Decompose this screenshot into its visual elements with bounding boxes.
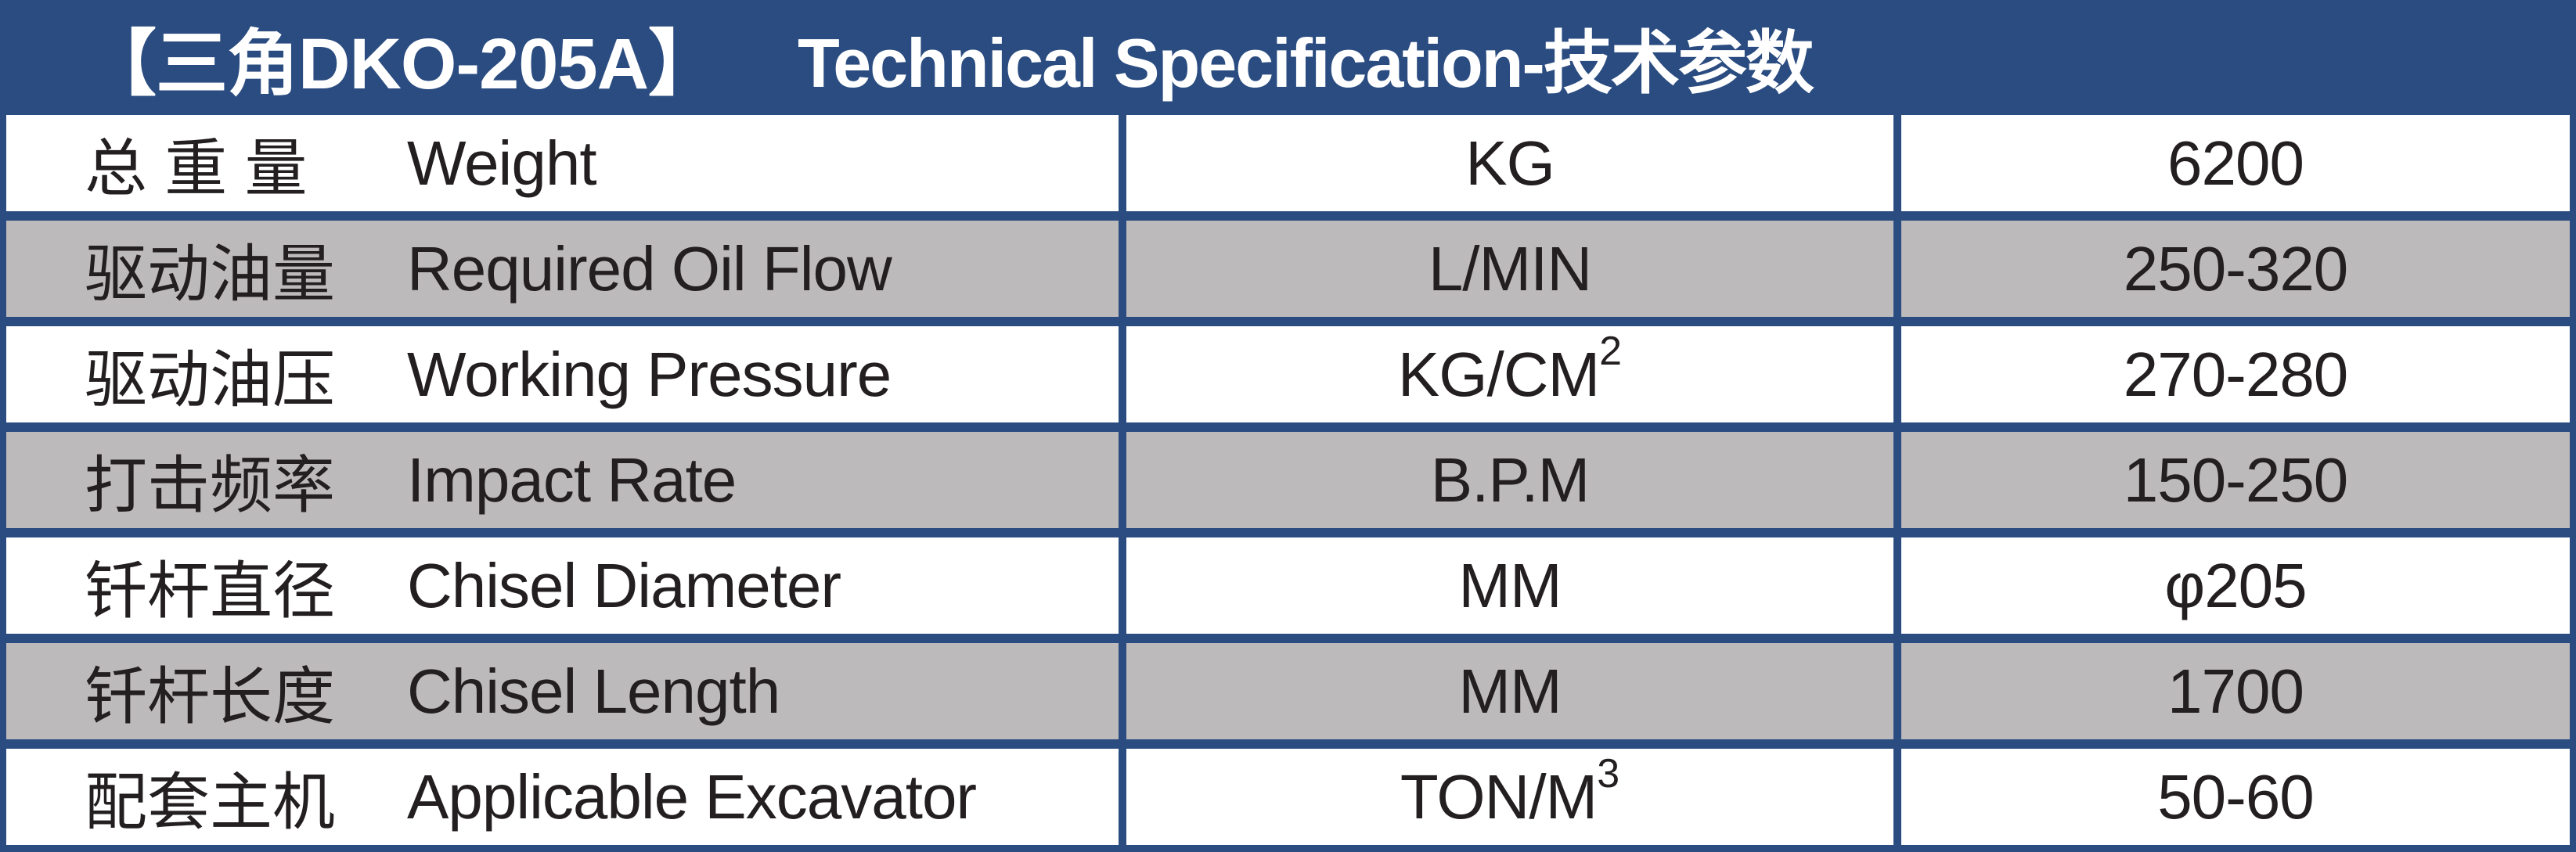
table-row: 总 重 量 Weight KG 6200 bbox=[6, 115, 2570, 211]
spec-name-cn: 钎杆直径 bbox=[85, 555, 335, 626]
spec-name-cell: 打击频率 Impact Rate bbox=[6, 432, 1119, 528]
table-row: 钎杆长度 Chisel Length MM 1700 bbox=[6, 643, 2570, 739]
spec-unit: TON/M bbox=[1400, 761, 1598, 832]
spec-name-cell: 驱动油量 Required Oil Flow bbox=[6, 221, 1119, 317]
spec-unit: MM bbox=[1458, 550, 1562, 620]
spec-name-cell: 总 重 量 Weight bbox=[6, 115, 1119, 211]
spec-name-en: Weight bbox=[407, 128, 597, 198]
page-title: Technical Specification-技术参数 bbox=[798, 24, 1814, 102]
spec-value-cell: 150-250 bbox=[1901, 432, 2570, 528]
spec-name-cn: 打击频率 bbox=[85, 450, 335, 520]
spec-value: 50-60 bbox=[2157, 761, 2315, 832]
spec-value-cell: 250-320 bbox=[1901, 221, 2570, 317]
table-row: 配套主机 Applicable Excavator TON/M 3 50-60 bbox=[6, 749, 2570, 845]
spec-name-en: Chisel Length bbox=[407, 656, 780, 726]
spec-name-cn: 总 重 量 bbox=[85, 133, 308, 203]
spec-name-en: Impact Rate bbox=[407, 444, 737, 515]
spec-name-cn: 驱动油压 bbox=[85, 344, 335, 415]
spec-value: 150-250 bbox=[2123, 444, 2349, 515]
spec-value-cell: φ205 bbox=[1901, 537, 2570, 634]
spec-value-cell: 270-280 bbox=[1901, 326, 2570, 422]
spec-name-en: Applicable Excavator bbox=[407, 761, 977, 832]
spec-unit: KG bbox=[1465, 128, 1555, 198]
spec-name-cell: 钎杆直径 Chisel Diameter bbox=[6, 537, 1119, 634]
spec-unit: B.P.M bbox=[1430, 444, 1590, 515]
spec-name-en: Required Oil Flow bbox=[407, 233, 892, 304]
spec-name-cn: 钎杆长度 bbox=[85, 661, 335, 732]
spec-unit-cell: B.P.M bbox=[1126, 432, 1893, 528]
spec-unit-superscript: 3 bbox=[1597, 750, 1620, 796]
table-row: 驱动油量 Required Oil Flow L/MIN 250-320 bbox=[6, 221, 2570, 317]
spec-unit: L/MIN bbox=[1428, 233, 1592, 304]
spec-unit-cell: L/MIN bbox=[1126, 221, 1893, 317]
model-name: 【三角DKO-205A】 bbox=[85, 24, 720, 104]
spec-value: φ205 bbox=[2164, 550, 2307, 620]
table-row: 打击频率 Impact Rate B.P.M 150-250 bbox=[6, 432, 2570, 528]
spec-unit-cell: KG bbox=[1126, 115, 1893, 211]
spec-value: 1700 bbox=[2167, 656, 2304, 726]
spec-value-cell: 1700 bbox=[1901, 643, 2570, 739]
spec-name-cn: 驱动油量 bbox=[85, 239, 335, 309]
spec-value-cell: 50-60 bbox=[1901, 749, 2570, 845]
spec-unit-cell: KG/CM 2 bbox=[1126, 326, 1893, 422]
table-header-bar: 【三角DKO-205A】 Technical Specification-技术参… bbox=[0, 0, 2576, 115]
spec-unit-cell: MM bbox=[1126, 643, 1893, 739]
spec-unit-cell: TON/M 3 bbox=[1126, 749, 1893, 845]
spec-name-cn: 配套主机 bbox=[85, 767, 335, 837]
table-body: 总 重 量 Weight KG 6200 驱动油量 Required Oil F… bbox=[6, 115, 2570, 845]
spec-value: 250-320 bbox=[2123, 233, 2349, 304]
spec-name-cell: 驱动油压 Working Pressure bbox=[6, 326, 1119, 422]
spec-value-cell: 6200 bbox=[1901, 115, 2570, 211]
spec-name-cell: 配套主机 Applicable Excavator bbox=[6, 749, 1119, 845]
spec-value: 6200 bbox=[2167, 128, 2304, 198]
spec-name-en: Chisel Diameter bbox=[407, 550, 841, 620]
spec-unit-cell: MM bbox=[1126, 537, 1893, 634]
table-row: 钎杆直径 Chisel Diameter MM φ205 bbox=[6, 537, 2570, 634]
table-row: 驱动油压 Working Pressure KG/CM 2 270-280 bbox=[6, 326, 2570, 422]
spec-name-cell: 钎杆长度 Chisel Length bbox=[6, 643, 1119, 739]
spec-value: 270-280 bbox=[2123, 339, 2349, 409]
spec-unit-superscript: 2 bbox=[1599, 328, 1623, 374]
spec-name-en: Working Pressure bbox=[407, 339, 892, 409]
spec-unit: MM bbox=[1458, 656, 1562, 726]
spec-unit: KG/CM bbox=[1397, 339, 1600, 409]
